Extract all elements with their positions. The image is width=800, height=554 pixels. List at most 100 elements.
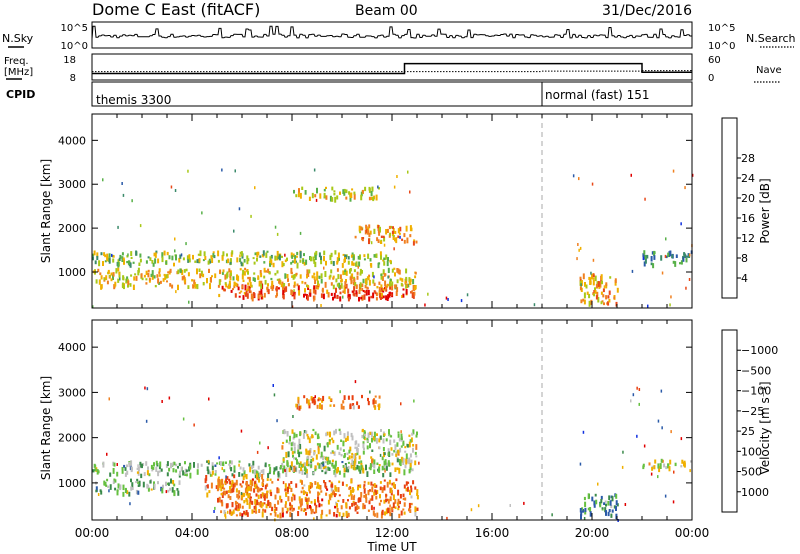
data-cell [596, 283, 599, 288]
data-cell [248, 493, 250, 498]
data-cell [596, 291, 599, 297]
data-cell [187, 285, 190, 289]
data-cell [368, 186, 371, 191]
data-cell [224, 490, 227, 496]
data-speckle [214, 506, 216, 510]
data-cell [236, 274, 238, 281]
data-cell [674, 261, 677, 267]
data-cell [681, 459, 684, 464]
data-speckle [282, 481, 285, 485]
data-cell [157, 470, 160, 477]
data-cell [378, 438, 381, 443]
data-speckle [393, 185, 396, 189]
data-cell [351, 502, 354, 507]
data-cell [196, 259, 199, 264]
data-cell [399, 226, 402, 232]
data-cell [153, 252, 156, 257]
data-cell [385, 438, 388, 442]
data-cell [398, 232, 401, 235]
data-cell [248, 286, 251, 292]
data-cell [346, 435, 349, 441]
data-cell [145, 282, 148, 285]
data-cell [299, 251, 302, 257]
data-cell [292, 493, 295, 497]
data-cell [275, 295, 278, 298]
data-cell [353, 293, 356, 297]
data-cell [173, 491, 176, 497]
data-cell [94, 464, 97, 468]
data-cell [104, 260, 107, 263]
data-speckle [446, 516, 448, 520]
data-cell [402, 458, 405, 463]
data-cell [221, 501, 224, 507]
data-cell [616, 503, 619, 507]
data-speckle [680, 437, 683, 441]
data-cell [366, 471, 369, 477]
data-cell [130, 274, 133, 277]
data-cell [685, 257, 688, 263]
data-cell [277, 489, 280, 493]
data-cell [371, 459, 373, 464]
data-cell [336, 444, 339, 450]
data-cell [276, 250, 279, 257]
data-cell [260, 292, 263, 297]
data-speckle [108, 397, 110, 401]
data-cell [610, 513, 613, 518]
data-cell [193, 462, 195, 468]
data-cell [360, 462, 363, 466]
nsky-label: N.Sky [2, 32, 34, 45]
data-cell [592, 279, 595, 286]
data-cell [321, 509, 324, 515]
data-cell [602, 294, 605, 298]
y-tick-label: 3000 [58, 178, 86, 191]
data-cell [281, 512, 284, 518]
data-cell [271, 481, 274, 484]
data-cell [591, 496, 594, 502]
data-cell [113, 462, 116, 467]
data-cell [371, 271, 374, 278]
data-cell [589, 507, 592, 512]
data-cell [340, 403, 343, 410]
data-speckle [225, 475, 227, 479]
data-cell [648, 462, 651, 466]
data-cell [654, 459, 657, 464]
data-cell [333, 192, 336, 196]
data-cell [605, 284, 608, 289]
data-speckle [597, 482, 599, 486]
data-cell [373, 254, 376, 258]
data-cell [166, 482, 169, 485]
data-cell [136, 471, 139, 474]
data-cell [290, 289, 293, 295]
data-speckle [664, 254, 667, 258]
data-cell [345, 502, 348, 508]
data-speckle [127, 253, 129, 257]
data-cell [153, 462, 155, 467]
data-speckle [185, 242, 187, 246]
data-cell [126, 261, 129, 264]
data-cell [145, 278, 148, 281]
data-cell [138, 480, 141, 487]
data-cell [303, 262, 306, 266]
data-cell [280, 499, 283, 503]
data-cell [363, 258, 366, 261]
data-cell [135, 481, 138, 484]
data-speckle [273, 393, 276, 397]
data-cell [608, 290, 611, 295]
data-cell [390, 225, 393, 229]
data-cell [380, 292, 383, 298]
data-cell [399, 460, 402, 467]
data-cell [221, 271, 224, 275]
data-cell [330, 269, 333, 274]
data-cell [146, 470, 149, 476]
data-cell [307, 399, 310, 406]
data-cell [306, 284, 308, 288]
data-cell [287, 496, 290, 502]
data-cell [221, 478, 224, 485]
data-cell [352, 262, 355, 266]
nsearch-label: N.Search [746, 32, 796, 45]
data-cell [354, 467, 357, 471]
data-cell [331, 186, 334, 191]
data-cell [203, 251, 206, 257]
data-cell [241, 494, 244, 499]
